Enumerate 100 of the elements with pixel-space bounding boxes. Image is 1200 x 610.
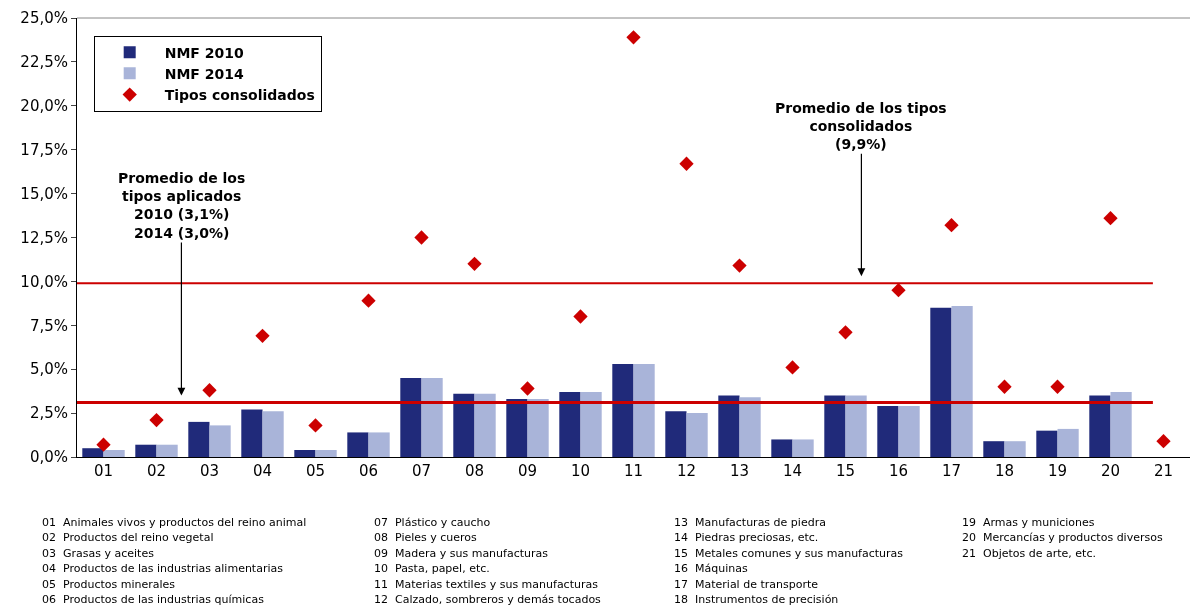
text: 20 Mercancías y productos diversos bbox=[962, 531, 1163, 544]
bar bbox=[845, 395, 867, 457]
x-tick-label: 17 bbox=[941, 462, 962, 480]
y-tick-label: 7,5% bbox=[29, 316, 68, 335]
text: 18 Instrumentos de precisión bbox=[674, 593, 839, 606]
x-tick-label: 08 bbox=[464, 462, 485, 480]
point bbox=[467, 256, 482, 271]
x-tick-label: 16 bbox=[888, 462, 909, 480]
y-tick-label: 5,0% bbox=[29, 360, 68, 379]
x-tick-label: 05 bbox=[305, 462, 326, 480]
x-tick-label: 15 bbox=[835, 462, 856, 480]
bar bbox=[951, 305, 973, 457]
bar bbox=[1057, 428, 1079, 457]
y-tick-label: 25,0% bbox=[20, 9, 68, 28]
x-tick-label: 20 bbox=[1100, 462, 1121, 480]
x-tick-label: 19 bbox=[1047, 462, 1068, 480]
point bbox=[1103, 211, 1118, 226]
x-tick-label: 12 bbox=[676, 462, 697, 480]
y-tick-label: 10,0% bbox=[20, 272, 68, 291]
text: 11 Materias textiles y sus manufacturas bbox=[374, 578, 599, 591]
y-tick-label: 2,5% bbox=[29, 404, 68, 423]
bar bbox=[877, 406, 899, 457]
bar bbox=[156, 444, 178, 457]
bar bbox=[527, 399, 549, 457]
x-tick-label: 21 bbox=[1153, 462, 1174, 480]
y-tick-label: 0,0% bbox=[29, 448, 68, 467]
point bbox=[626, 30, 641, 45]
text: 21 Objetos de arte, etc. bbox=[962, 547, 1096, 560]
bar bbox=[103, 449, 125, 457]
bar bbox=[1004, 441, 1026, 457]
x-tick-label: 07 bbox=[411, 462, 432, 480]
y-tick-label: 17,5% bbox=[20, 140, 68, 159]
bar bbox=[771, 439, 793, 457]
x-tick-label: 10 bbox=[570, 462, 591, 480]
bar bbox=[188, 421, 210, 457]
bar bbox=[1110, 392, 1132, 457]
bar bbox=[474, 393, 496, 457]
text: 08 Pieles y cueros bbox=[374, 531, 478, 544]
x-tick-label: 02 bbox=[146, 462, 167, 480]
point bbox=[679, 156, 694, 171]
point bbox=[944, 218, 959, 233]
bar bbox=[347, 432, 369, 457]
bar bbox=[665, 411, 687, 457]
bar bbox=[506, 399, 528, 457]
x-tick-label: 09 bbox=[517, 462, 538, 480]
point bbox=[308, 418, 323, 433]
point bbox=[149, 412, 164, 428]
bar bbox=[898, 406, 920, 457]
text: 09 Madera y sus manufacturas bbox=[374, 547, 549, 560]
bar bbox=[262, 411, 284, 457]
point bbox=[520, 381, 535, 396]
bar bbox=[686, 413, 708, 457]
bar bbox=[930, 307, 952, 457]
y-tick-label: 15,0% bbox=[20, 184, 68, 203]
text: 16 Máquinas bbox=[674, 562, 748, 575]
text: 17 Material de transporte bbox=[674, 578, 819, 591]
text: 10 Pasta, papel, etc. bbox=[374, 562, 490, 575]
point bbox=[1050, 379, 1065, 394]
y-tick-label: 12,5% bbox=[20, 228, 68, 247]
bar bbox=[135, 444, 157, 457]
point bbox=[785, 360, 800, 375]
x-tick-label: 03 bbox=[199, 462, 220, 480]
x-tick-label: 11 bbox=[623, 462, 644, 480]
text: 04 Productos de las industrias alimentarias bbox=[42, 562, 284, 575]
bar bbox=[612, 363, 634, 457]
bar bbox=[1036, 430, 1058, 457]
x-tick-label: 06 bbox=[358, 462, 379, 480]
bar bbox=[633, 363, 655, 457]
text: 12 Calzado, sombreros y demás tocados bbox=[374, 593, 602, 606]
bar bbox=[400, 377, 422, 457]
x-tick-label: 01 bbox=[93, 462, 114, 480]
bar bbox=[315, 449, 337, 457]
text: 13 Manufacturas de piedra bbox=[674, 516, 826, 529]
bar bbox=[580, 392, 602, 457]
text: 19 Armas y municiones bbox=[962, 516, 1095, 529]
bar bbox=[559, 392, 581, 457]
x-tick-label: 04 bbox=[252, 462, 273, 480]
point bbox=[96, 437, 111, 452]
legend-label: NMF 2010 bbox=[164, 44, 244, 61]
bar bbox=[209, 425, 231, 457]
ref-line-label: Promedio de los tipos aplicados 2010 (3,1%) 2014 (3,0%) bbox=[118, 170, 246, 241]
x-tick-label: 14 bbox=[782, 462, 803, 480]
point bbox=[361, 293, 376, 308]
text: 01 Animales vivos y productos del reino animal bbox=[42, 516, 307, 529]
bar bbox=[241, 409, 263, 457]
bar bbox=[792, 439, 814, 457]
point bbox=[1156, 434, 1171, 449]
text: 02 Productos del reino vegetal bbox=[42, 531, 214, 544]
bar bbox=[294, 449, 316, 457]
bar bbox=[421, 377, 443, 457]
x-tick-label: 13 bbox=[729, 462, 750, 480]
legend-label: NMF 2014 bbox=[164, 65, 244, 82]
bar bbox=[368, 432, 390, 457]
text: 03 Grasas y aceites bbox=[42, 547, 155, 560]
bar bbox=[739, 397, 761, 457]
bar bbox=[718, 395, 740, 457]
point bbox=[838, 325, 853, 340]
point bbox=[891, 283, 906, 298]
point bbox=[732, 258, 747, 273]
text: 14 Piedras preciosas, etc. bbox=[674, 531, 819, 544]
